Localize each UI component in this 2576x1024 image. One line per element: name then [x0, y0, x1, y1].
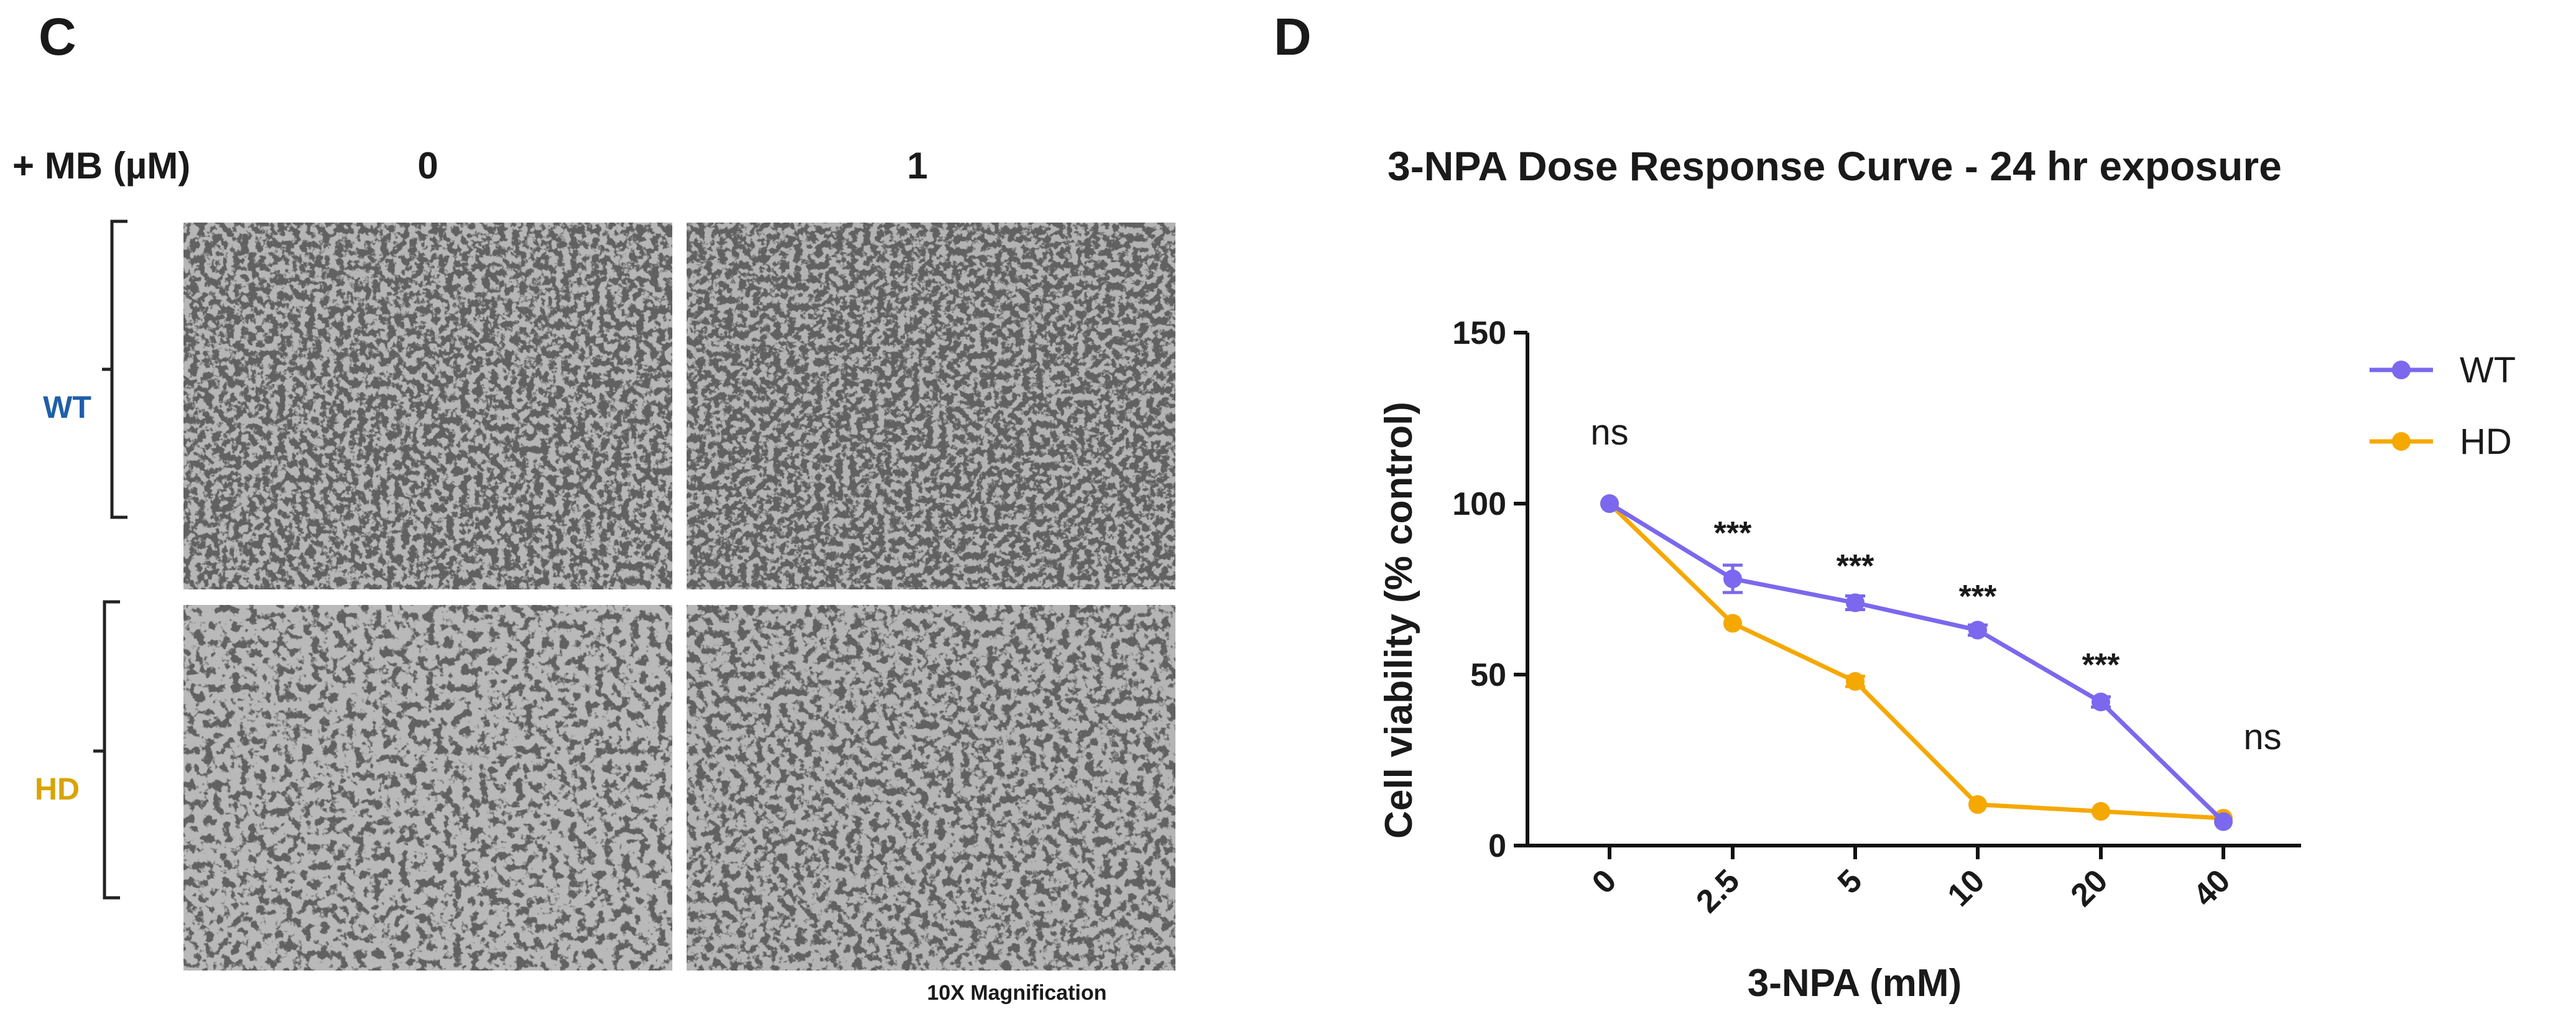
significance-label: ***: [1714, 515, 1752, 551]
data-point-wt: [2214, 812, 2233, 831]
column-header-0: 0: [417, 145, 438, 187]
x-tick-label: 10: [1941, 862, 1992, 913]
data-point-hd: [2092, 802, 2110, 821]
legend-swatch-marker: [2392, 361, 2411, 379]
significance-label: ***: [1837, 548, 1874, 584]
magnification-label: 10X Magnification: [927, 981, 1106, 1005]
series-line-wt: [1608, 502, 2225, 824]
micrograph-hd-0: [183, 605, 672, 971]
x-tick-label: 2.5: [1689, 862, 1746, 920]
significance-label: ***: [2082, 647, 2120, 683]
wt-row-bracket: [102, 219, 127, 519]
x-tick-label: 0: [1585, 862, 1623, 900]
significance-label: ***: [1959, 579, 1997, 615]
x-tick-label: 5: [1831, 862, 1869, 900]
panel-d-letter: D: [1274, 7, 1312, 66]
significance-label: ns: [1590, 412, 1628, 453]
data-point-wt: [1723, 570, 1742, 588]
hd-row-bracket: [93, 600, 120, 900]
treatment-label: + MB (µM): [12, 145, 190, 187]
x-axis-label: 3-NPA (mM): [1748, 962, 1962, 1005]
legend-label-wt: WT: [2460, 350, 2516, 390]
row-label-hd: HD: [35, 772, 80, 806]
y-tick-label: 100: [1452, 486, 1506, 522]
row-label-wt: WT: [43, 390, 91, 425]
y-tick-label: 0: [1488, 828, 1506, 864]
chart-title: 3-NPA Dose Response Curve - 24 hr exposu…: [1388, 143, 2282, 189]
data-point-wt: [1846, 593, 1865, 612]
micrograph-wt-0: [183, 223, 672, 589]
micrograph-wt-1: [687, 223, 1175, 589]
panel-c-letter: C: [39, 7, 76, 66]
data-point-hd: [1846, 672, 1865, 691]
data-point-wt: [2092, 693, 2110, 711]
data-point-hd: [1968, 795, 1987, 814]
legend-label-hd: HD: [2460, 422, 2512, 462]
dose-response-chart: 0 50 100 150 0 2.5 5 10 20 40 3-NPA (mM) Cell viabi…: [1378, 315, 2516, 1005]
x-tick-label: 40: [2187, 862, 2238, 913]
series-line-hd: [1608, 502, 2224, 821]
y-tick-label: 150: [1452, 315, 1506, 351]
micrograph-hd-1: [687, 605, 1175, 971]
y-axis-label: Cell viability (% control): [1378, 402, 1420, 839]
y-tick-label: 50: [1470, 657, 1506, 693]
data-point-wt: [1968, 620, 1987, 640]
data-point-hd: [1723, 614, 1742, 633]
column-header-1: 1: [907, 145, 927, 187]
legend-swatch-marker: [2392, 432, 2411, 451]
data-point-wt: [1600, 494, 1619, 513]
x-tick-label: 20: [2064, 862, 2115, 913]
significance-label: ns: [2243, 717, 2281, 757]
